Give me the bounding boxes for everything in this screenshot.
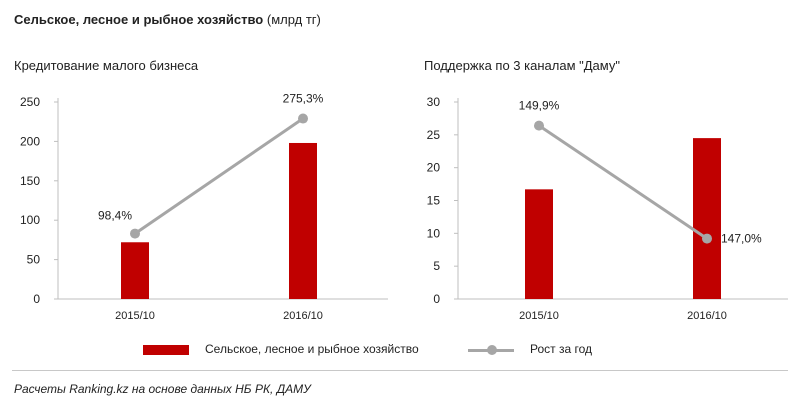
- left-y-tick-label: 0: [33, 292, 40, 306]
- legend: Сельское, лесное и рыбное хозяйство Рост…: [0, 342, 800, 360]
- right-chart-subtitle: Поддержка по 3 каналам "Даму": [424, 58, 620, 73]
- left-chart-svg: 0 50 100 150 200 250 2015/10 2016/10 98,4% 275,3%: [20, 92, 388, 322]
- right-chart-svg: 0 5 10 15 20 25 30 2015/10 2016/10 149,9% 147,0%: [427, 95, 788, 322]
- right-bar-2: [693, 138, 721, 299]
- right-y-tick-label: 25: [427, 128, 441, 142]
- left-growth-label-1: 98,4%: [98, 209, 132, 223]
- left-y-tick-label: 50: [27, 253, 41, 267]
- legend-line-marker: [487, 345, 497, 355]
- left-bar-2: [289, 142, 317, 299]
- right-growth-point-1: [534, 120, 544, 131]
- right-y-tick-label: 5: [433, 259, 440, 273]
- left-bar-1: [121, 242, 149, 299]
- left-growth-line: [134, 117, 304, 235]
- left-x-tick-label: 2016/10: [283, 310, 323, 322]
- left-chart: 0 50 100 150 200 250 2015/10 2016/10 98,4% 275,3%: [0, 80, 400, 330]
- right-y-tick-label: 20: [427, 161, 441, 175]
- left-growth-point-2: [298, 113, 308, 124]
- left-y-tick-label: 100: [20, 213, 40, 227]
- right-y-tick-label: 15: [427, 194, 441, 208]
- left-y-tick-label: 200: [20, 134, 40, 148]
- right-y-tick-label: 0: [433, 292, 440, 306]
- right-growth-line: [538, 124, 708, 240]
- footer-divider: [12, 370, 788, 371]
- chart-title-main: Сельское, лесное и рыбное хозяйство: [14, 12, 264, 27]
- left-x-tick-label: 2015/10: [115, 310, 155, 322]
- right-x-tick-label: 2015/10: [519, 310, 559, 322]
- left-y-tick-label: 250: [20, 95, 40, 109]
- chart-title: Сельское, лесное и рыбное хозяйство (млр…: [14, 12, 321, 27]
- right-growth-label-1: 149,9%: [519, 99, 560, 113]
- legend-line-label: Рост за год: [530, 342, 593, 356]
- legend-bar-label: Сельское, лесное и рыбное хозяйство: [205, 342, 419, 356]
- source-note: Расчеты Ranking.kz на основе данных НБ Р…: [14, 382, 311, 396]
- chart-title-unit: (млрд тг): [266, 12, 321, 27]
- left-growth-label-2: 275,3%: [283, 92, 324, 106]
- right-growth-point-2: [702, 233, 712, 244]
- right-y-tick-label: 10: [427, 226, 441, 240]
- legend-bar-swatch: [143, 345, 189, 355]
- left-y-tick-label: 150: [20, 174, 40, 188]
- left-growth-point-1: [130, 228, 140, 239]
- right-bar-1: [525, 189, 553, 299]
- right-growth-label-2: 147,0%: [721, 232, 762, 246]
- right-y-tick-label: 30: [427, 95, 441, 109]
- left-chart-subtitle: Кредитование малого бизнеса: [14, 58, 199, 73]
- right-x-tick-label: 2016/10: [687, 310, 727, 322]
- right-chart: 0 5 10 15 20 25 30 2015/10 2016/10 149,9% 147,0%: [400, 80, 800, 330]
